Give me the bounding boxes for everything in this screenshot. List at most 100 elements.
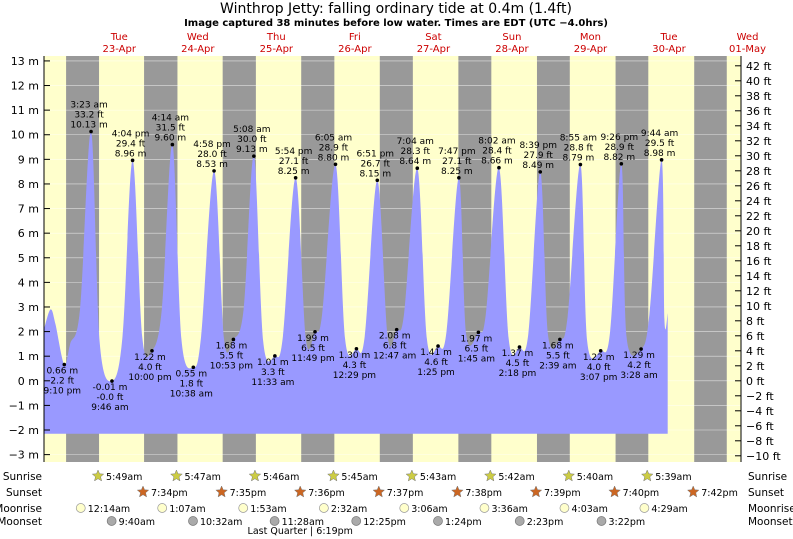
sunset-star-icon <box>372 485 386 498</box>
moonrise-moon-icon <box>75 503 86 513</box>
sunset-star-icon <box>529 485 543 498</box>
high-tide-label: 27.1 ft <box>279 157 309 167</box>
high-tide-label: 8.25 m <box>278 167 310 177</box>
moonrise-time: 12:14am <box>88 504 130 515</box>
sunrise-time: 5:46am <box>263 472 299 483</box>
moonrise-time: 3:36am <box>491 504 527 515</box>
astro-row-label-left: Moonset <box>0 516 42 528</box>
low-tide-label: 1.22 m <box>583 353 615 363</box>
day-date-label: 01-May <box>729 44 766 55</box>
sunrise-star-icon <box>170 469 183 482</box>
moonrise-moon-icon <box>639 503 650 513</box>
moonrise-moon-icon <box>399 503 410 513</box>
tide-area <box>44 131 668 434</box>
moonset-moon-icon <box>269 516 280 526</box>
high-tide-label: 31.5 ft <box>156 124 186 134</box>
low-tide-label: 1.8 ft <box>179 379 203 389</box>
day-name-label: Wed <box>737 32 759 43</box>
left-tick-label: 0 m <box>18 375 39 388</box>
night-band <box>694 56 727 462</box>
right-tick-label: −4 ft <box>746 405 774 418</box>
low-tide-label: 2.08 m <box>379 332 411 342</box>
low-tide-label: 1.97 m <box>461 334 493 344</box>
high-tide-label: 4:58 pm <box>193 140 231 150</box>
sunrise-time: 5:42am <box>498 472 534 483</box>
left-tick-label: 10 m <box>11 129 39 142</box>
right-tick-label: −6 ft <box>746 420 774 433</box>
high-tide-label: 27.1 ft <box>442 157 472 167</box>
left-tick-label: 3 m <box>18 301 39 314</box>
moonset-time: 9:40am <box>119 517 155 528</box>
right-tick-label: 28 ft <box>746 165 772 178</box>
low-tide-label: 1.30 m <box>339 351 371 361</box>
low-tide-label: 1:25 pm <box>417 368 455 378</box>
moonset-time: 10:32am <box>200 517 242 528</box>
high-tide-label: 28.4 ft <box>482 147 512 157</box>
high-tide-label: 8.96 m <box>115 149 147 159</box>
sunset-time: 7:35pm <box>230 488 267 499</box>
low-tide-point <box>354 347 359 351</box>
astronomy-layer: Sunrise Sunrise Sunset Sunset Moonrise Moonri… <box>0 469 793 537</box>
low-tide-point <box>231 337 236 342</box>
high-tide-point <box>497 165 501 170</box>
moonrise-moon-icon <box>319 503 329 513</box>
right-tick-label: 0 ft <box>746 375 765 388</box>
moonrise-time: 1:07am <box>169 504 205 515</box>
day-name-label: Tue <box>110 32 128 43</box>
chart-title: Winthrop Jetty: falling ordinary tide at… <box>220 1 572 17</box>
left-tick-label: −3 m <box>9 449 39 462</box>
low-tide-point <box>394 327 399 332</box>
right-tick-label: 14 ft <box>746 270 772 283</box>
moonset-time: 2:23pm <box>527 517 564 528</box>
right-tick-label: 36 ft <box>746 105 772 118</box>
right-tick-label: 30 ft <box>746 150 772 163</box>
sunrise-star-icon <box>640 469 654 482</box>
low-tide-point <box>598 348 603 353</box>
high-tide-label: 6:05 am <box>315 133 352 143</box>
sunrise-time: 5:47am <box>184 472 220 483</box>
sunset-time: 7:34pm <box>151 488 188 499</box>
low-tide-label: 1.29 m <box>623 351 655 361</box>
day-date-label: 23-Apr <box>103 44 137 55</box>
low-tide-label: 11:49 pm <box>291 354 334 364</box>
high-tide-label: 9:44 am <box>641 129 678 139</box>
sunrise-star-icon <box>562 469 576 482</box>
high-tide-label: 7:47 pm <box>438 147 476 157</box>
low-tide-label: 12:29 pm <box>333 371 376 381</box>
low-tide-label: 2.2 ft <box>50 377 74 387</box>
high-tide-point <box>170 142 175 147</box>
low-tide-point <box>639 347 643 351</box>
day-date-label: 26-Apr <box>338 44 372 55</box>
sunrise-time: 5:49am <box>106 472 142 483</box>
low-tide-label: 4.2 ft <box>627 361 651 371</box>
sunrise-time: 5:45am <box>341 472 377 483</box>
right-tick-label: −8 ft <box>746 435 774 448</box>
low-tide-label: 3:28 am <box>620 371 657 381</box>
left-tick-label: 12 m <box>11 80 39 93</box>
right-tick-label: 16 ft <box>746 255 772 268</box>
moonset-moon-icon <box>514 516 525 526</box>
high-tide-label: 5:54 pm <box>275 147 313 157</box>
low-tide-label: 12:47 am <box>373 352 416 362</box>
high-tide-label: 8.15 m <box>359 169 391 179</box>
low-tide-label: 4.3 ft <box>343 361 367 371</box>
low-tide-label: 1.99 m <box>297 334 329 344</box>
low-tide-label: 10:00 pm <box>128 373 171 383</box>
low-tide-label: 4.6 ft <box>424 358 448 368</box>
high-tide-label: 29.4 ft <box>116 139 146 149</box>
right-tick-label: 6 ft <box>746 330 765 343</box>
high-tide-point <box>89 129 93 134</box>
moon-phase-label: Last Quarter | 6:19pm <box>248 526 353 537</box>
moonrise-moon-icon <box>559 503 570 513</box>
left-tick-label: 1 m <box>18 350 39 363</box>
sunset-time: 7:40pm <box>623 488 660 499</box>
high-tide-point <box>538 170 543 174</box>
high-tide-label: 6:51 pm <box>357 149 395 159</box>
sunrise-time: 5:39am <box>655 472 691 483</box>
high-tide-label: 28.8 ft <box>564 144 594 154</box>
low-tide-label: 4.5 ft <box>506 359 530 369</box>
moonrise-time: 4:03am <box>571 504 607 515</box>
sunrise-star-icon <box>483 469 497 482</box>
low-tide-label: 3.3 ft <box>261 368 285 378</box>
sunrise-star-icon <box>91 469 105 482</box>
